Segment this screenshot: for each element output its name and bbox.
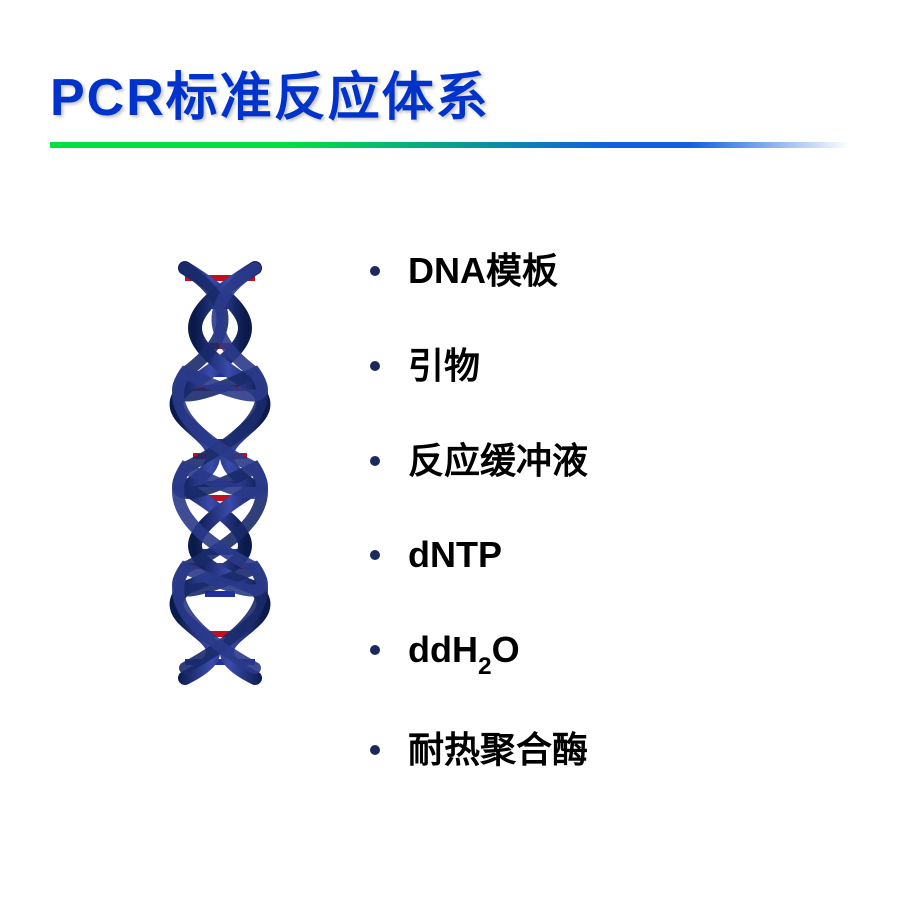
item-text: ddH2O — [408, 627, 520, 679]
list-item: DNA模板 — [370, 248, 588, 295]
list-item: ddH2O — [370, 627, 588, 679]
item-text: 反应缓冲液 — [408, 438, 588, 485]
bullet-icon — [370, 361, 380, 371]
bullet-icon — [370, 266, 380, 276]
list-item: 引物 — [370, 343, 588, 390]
list-item: 反应缓冲液 — [370, 438, 588, 485]
bullet-icon — [370, 745, 380, 755]
item-text: 引物 — [408, 343, 480, 390]
bullet-list: DNA模板 引物 反应缓冲液 dNTP ddH2O 耐热聚合酶 — [300, 248, 588, 822]
item-text: DNA模板 — [408, 248, 558, 295]
list-item: 耐热聚合酶 — [370, 727, 588, 774]
bullet-icon — [370, 550, 380, 560]
page-title: PCR标准反应体系 — [50, 55, 850, 130]
bullet-icon — [370, 645, 380, 655]
item-text: dNTP — [408, 532, 502, 579]
dna-illustration-column — [140, 248, 300, 688]
dna-helix-icon — [165, 258, 275, 688]
item-text: 耐热聚合酶 — [408, 727, 588, 774]
bullet-icon — [370, 456, 380, 466]
list-item: dNTP — [370, 532, 588, 579]
